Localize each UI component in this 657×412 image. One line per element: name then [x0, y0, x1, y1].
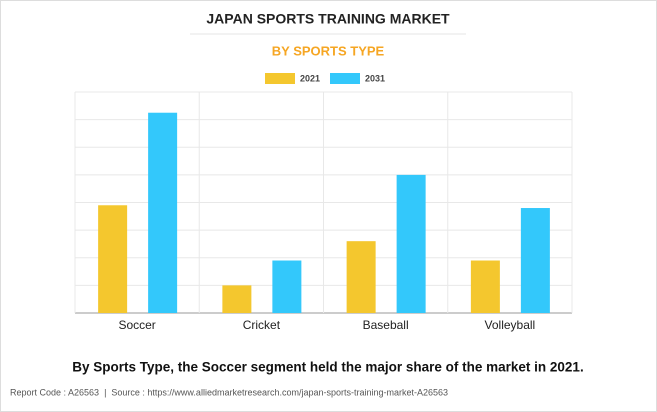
x-tick-label: Soccer — [118, 318, 155, 332]
bar — [222, 285, 252, 313]
bar — [470, 260, 500, 313]
legend-label: 2031 — [365, 73, 385, 83]
x-tick-label: Volleyball — [485, 318, 536, 332]
legend-swatch — [265, 73, 295, 84]
bar — [396, 174, 426, 313]
legend-swatch — [330, 73, 360, 84]
bar — [520, 208, 550, 313]
bar — [272, 260, 302, 313]
bar — [98, 205, 128, 313]
bar — [148, 112, 178, 313]
caption: By Sports Type, the Soccer segment held … — [72, 360, 583, 375]
x-tick-label: Baseball — [363, 318, 409, 332]
bar — [346, 241, 376, 313]
x-tick-label: Cricket — [243, 318, 281, 332]
chart-title: JAPAN SPORTS TRAINING MARKET — [206, 11, 450, 27]
footer: Report Code : A26563 | Source : https://… — [10, 387, 448, 397]
chart-subtitle: BY SPORTS TYPE — [272, 43, 385, 58]
legend-label: 2021 — [300, 73, 320, 83]
